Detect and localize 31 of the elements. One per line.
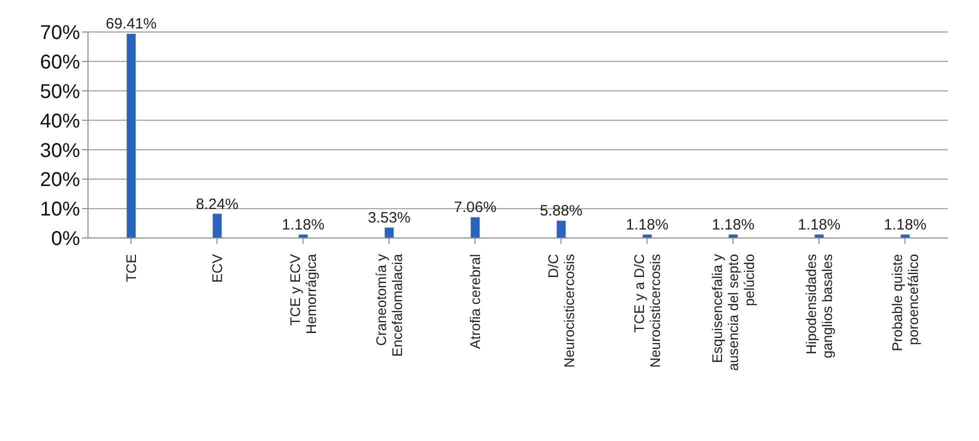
- data-label: 1.18%: [884, 216, 926, 234]
- data-label: 1.18%: [282, 216, 324, 234]
- bar: [126, 34, 136, 238]
- data-label: 7.06%: [454, 199, 496, 216]
- y-tick-label: 20%: [40, 169, 80, 192]
- y-tick-label: 10%: [40, 198, 80, 221]
- bar: [556, 220, 566, 238]
- x-tick-label: D/C Neurocisticercosis: [545, 254, 577, 368]
- x-tick-label: Craneotomía y Encefalomalacia: [373, 254, 405, 357]
- data-label: 5.88%: [540, 202, 582, 220]
- x-tick-label: TCE: [123, 254, 139, 282]
- y-tick-label: 60%: [40, 52, 80, 74]
- x-tick-label: Esquisencefalia y ausencia del septo pelúcido: [709, 254, 757, 371]
- x-tick-label: TCE y ECV Hemorrágica: [287, 253, 319, 334]
- x-tick-label: Atrofia cerebral: [467, 254, 483, 349]
- y-tick-label: 30%: [40, 140, 80, 162]
- data-label: 1.18%: [626, 216, 668, 234]
- y-tick-label: 40%: [40, 110, 80, 132]
- data-label: 1.18%: [712, 216, 754, 234]
- data-label: 3.53%: [368, 210, 410, 227]
- y-tick-label: 50%: [40, 80, 80, 103]
- data-label: 69.41%: [106, 16, 157, 33]
- x-tick-label: TCE y a D/C Neurocisticercosis: [631, 254, 663, 368]
- bar: [470, 217, 480, 238]
- x-tick-label: ECV: [209, 253, 225, 283]
- bar: [384, 228, 394, 238]
- data-label: 1.18%: [798, 216, 840, 234]
- y-tick-label: 0%: [51, 228, 80, 250]
- bar: [212, 214, 222, 238]
- y-tick-label: 70%: [40, 22, 80, 44]
- data-label: 8.24%: [196, 196, 238, 213]
